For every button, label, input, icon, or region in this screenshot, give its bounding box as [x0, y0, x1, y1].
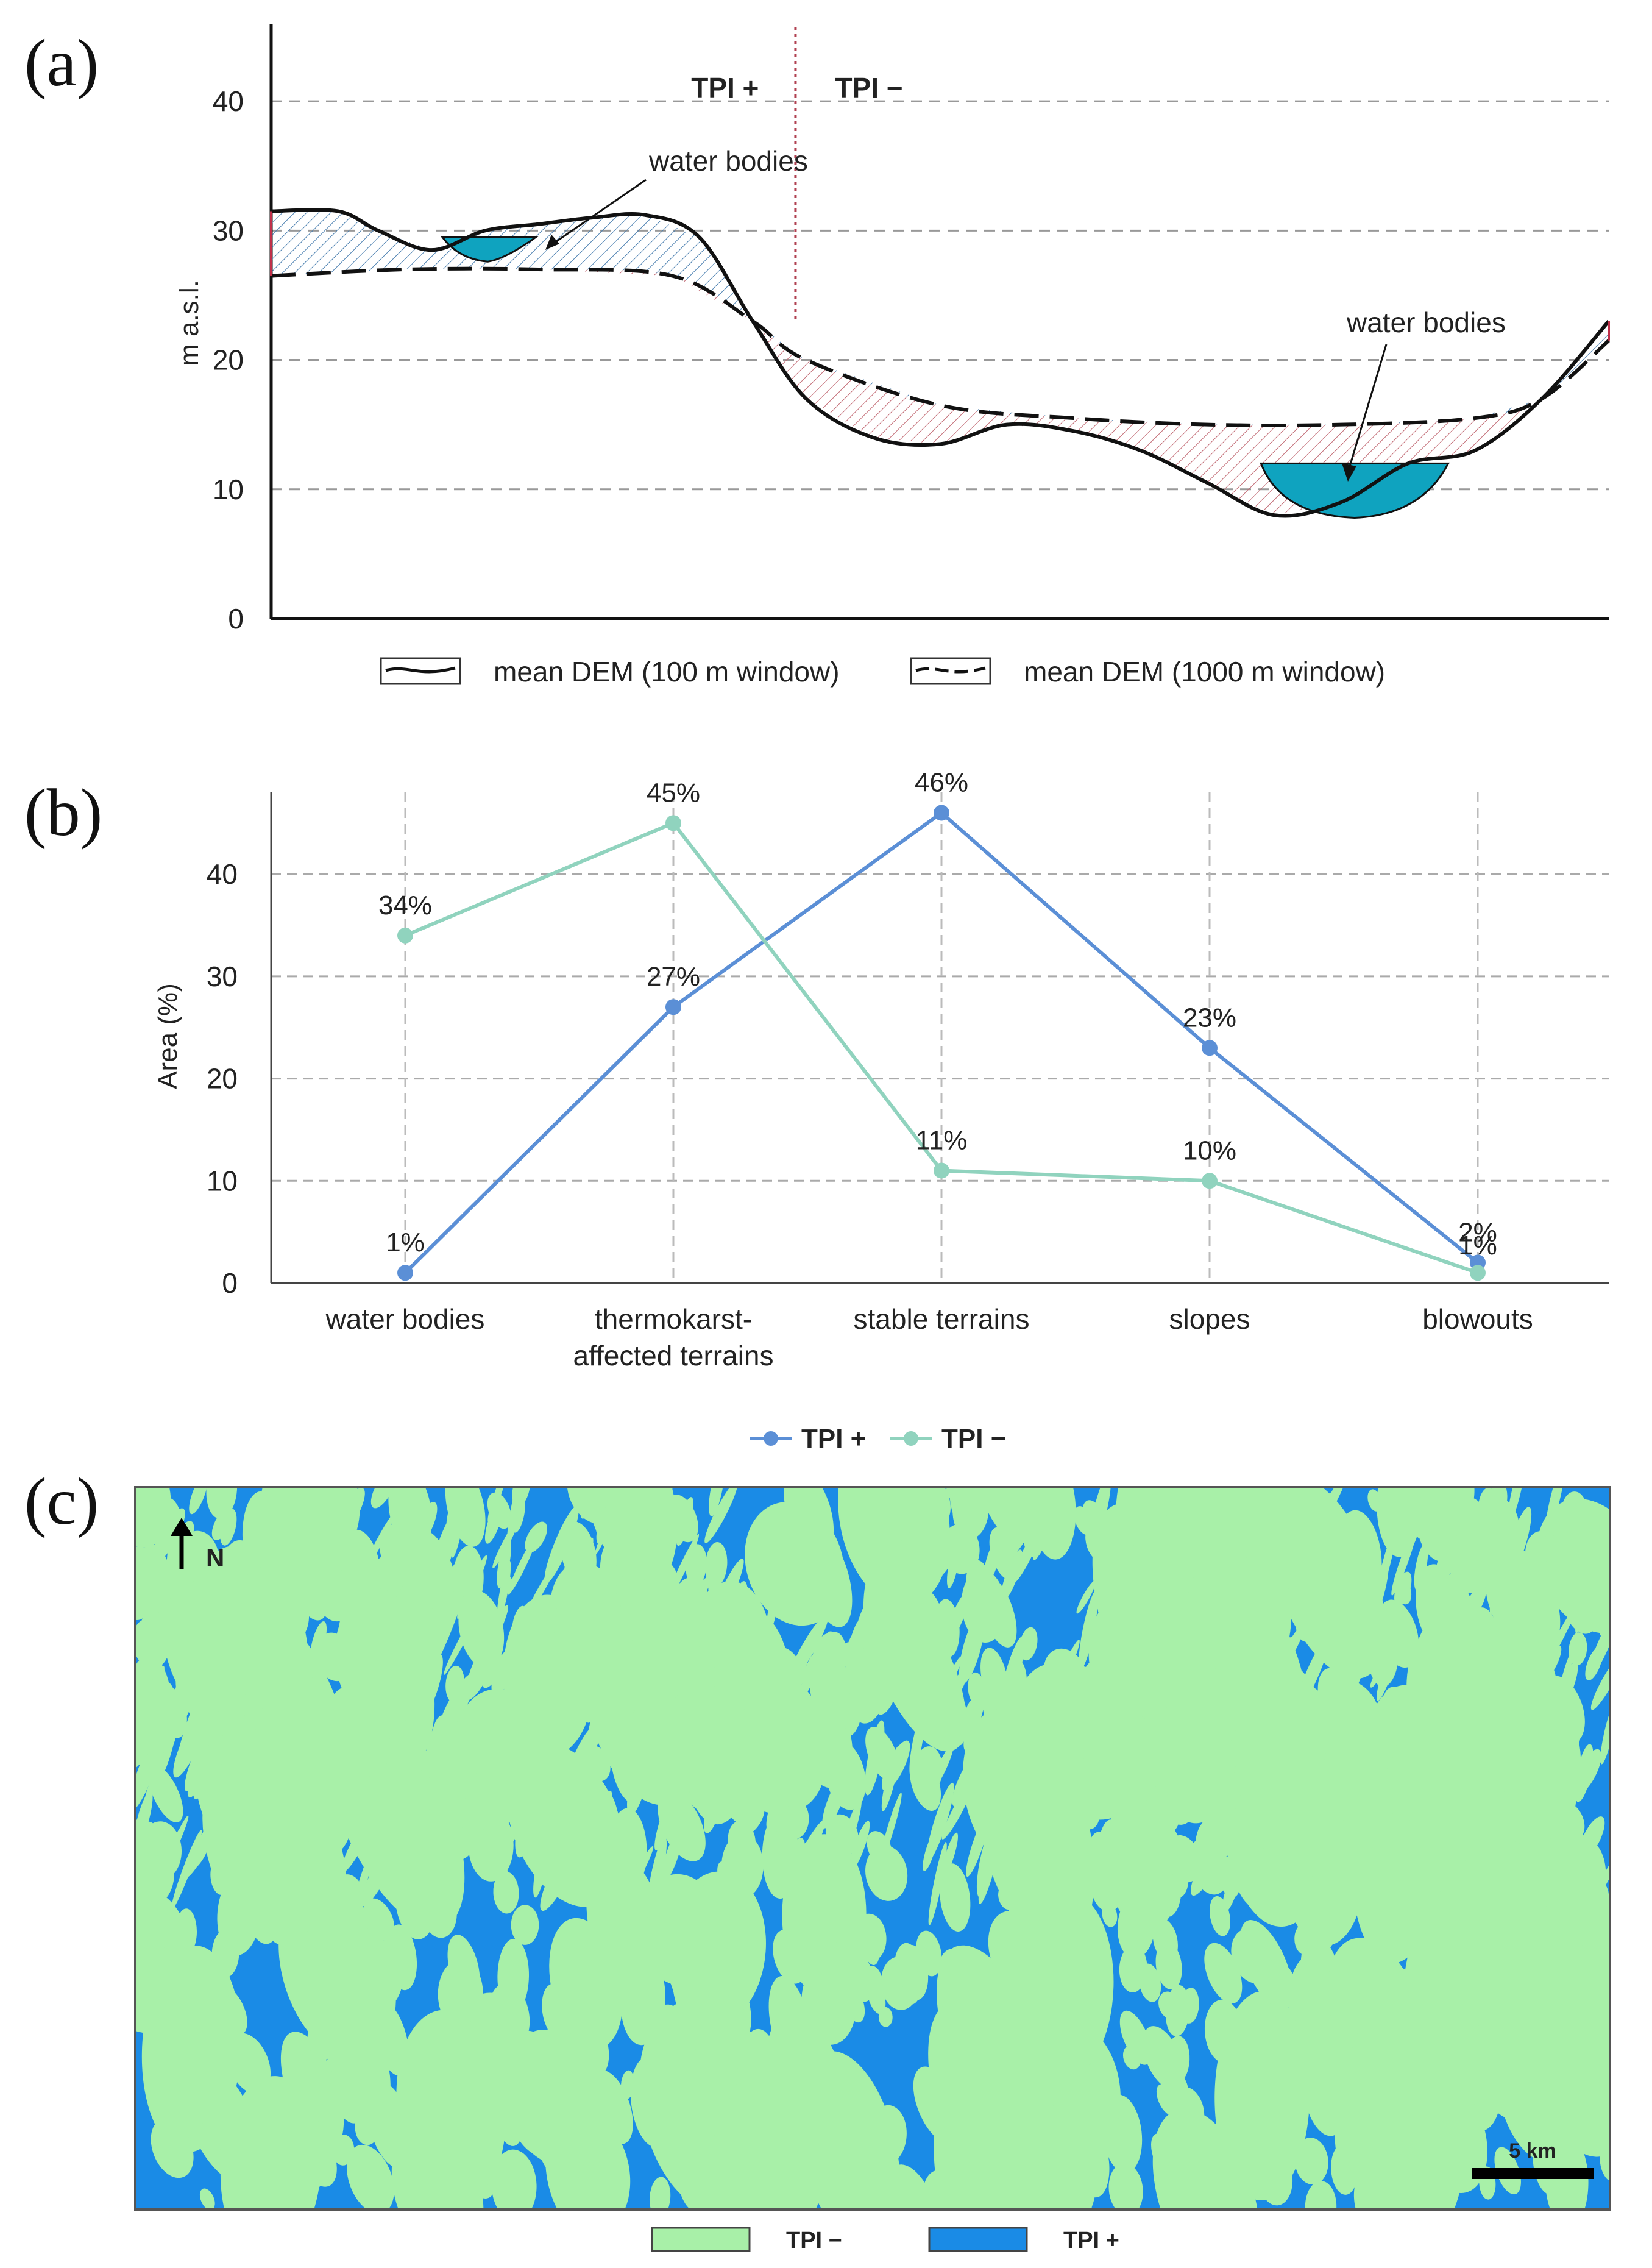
arrowhead-right — [1342, 463, 1356, 482]
y-tick-label: 40 — [213, 85, 244, 117]
legend-label-tpi-plus: TPI + — [801, 1424, 866, 1454]
arrowhead-left — [545, 235, 559, 250]
data-label: 23% — [1183, 1003, 1236, 1033]
tpi-minus-region-label: TPI − — [835, 72, 902, 104]
tpi-minus-streaks — [135, 1487, 1610, 1925]
x-category-label: water bodies — [325, 1303, 485, 1335]
legend-swatch-1000m — [910, 657, 991, 685]
data-point — [1470, 1265, 1486, 1281]
y-axis-title: m a.s.l. — [174, 280, 204, 366]
y-tick-label: 10 — [213, 474, 244, 505]
y-tick-label: 20 — [213, 344, 244, 376]
elevation-profile-chart: 0 10 20 30 40 m a.s.l. TPI + TPI − water bodies w… — [174, 24, 1611, 688]
panel-label-c: (c) — [24, 1464, 99, 1538]
y-tick-label: 40 — [207, 858, 238, 890]
x-category-label: slopes — [1169, 1303, 1250, 1335]
data-label: 34% — [378, 890, 432, 920]
x-category-label: stable terrains — [854, 1303, 1030, 1335]
legend-label-tpi-minus: TPI − — [941, 1424, 1006, 1454]
data-label: 10% — [1183, 1136, 1236, 1165]
area-line-chart: 0 10 20 30 40 Area (%) water bodies thermokarst… — [153, 768, 1609, 1454]
y-tick-label: 0 — [222, 1267, 238, 1299]
data-point — [397, 927, 413, 944]
data-label: 11% — [916, 1126, 968, 1156]
water-body-left — [441, 236, 539, 263]
data-point — [934, 1162, 949, 1179]
panel-label-b: (b) — [24, 775, 103, 850]
data-label: 2% — [1458, 1217, 1497, 1247]
tpi-plus-region-label: TPI + — [691, 72, 759, 104]
x-category-label: affected terrains — [573, 1340, 773, 1371]
north-label: N — [206, 1543, 224, 1572]
tpi-minus-hatch-area — [271, 268, 1609, 516]
y-tick-label: 10 — [207, 1165, 238, 1196]
annotation-water-bodies-right: water bodies — [1346, 307, 1506, 338]
data-point — [934, 805, 949, 821]
x-category-label: blowouts — [1422, 1303, 1533, 1335]
data-label: 1% — [386, 1228, 425, 1257]
data-point — [665, 815, 681, 831]
data-label: 45% — [647, 778, 700, 808]
annotation-arrow-right — [1349, 344, 1388, 467]
y-axis-title: Area (%) — [153, 983, 183, 1089]
legend-label-1000m: mean DEM (1000 m window) — [1024, 656, 1385, 688]
y-tick-label: 0 — [228, 603, 244, 635]
data-label: 46% — [915, 768, 968, 798]
data-point — [1202, 1040, 1218, 1056]
scale-label: 5 km — [1509, 2139, 1556, 2163]
y-tick-label: 20 — [207, 1063, 238, 1095]
annotation-water-bodies-left: water bodies — [648, 145, 808, 177]
panel-label-a: (a) — [24, 26, 99, 100]
annotation-arrow-left — [548, 179, 647, 248]
legend-swatch-tpi-plus — [928, 2227, 1028, 2252]
data-label: 27% — [647, 962, 700, 992]
data-label: 1% — [1458, 1231, 1497, 1260]
legend-label-100m: mean DEM (100 m window) — [494, 656, 840, 688]
y-tick-label: 30 — [213, 215, 244, 246]
dem-100m-line — [271, 208, 1611, 518]
data-point — [665, 999, 681, 1015]
map-frame — [134, 1486, 1611, 2211]
scale-bar — [1472, 2168, 1594, 2179]
legend-marker-tpi-minus — [904, 1431, 918, 1446]
legend-swatch-100m — [380, 657, 461, 685]
north-arrow-icon — [171, 1518, 193, 1536]
data-point — [1202, 1173, 1218, 1189]
water-body-right — [1260, 462, 1450, 519]
y-tick-label: 30 — [207, 961, 238, 992]
legend-label-tpi-plus: TPI + — [1063, 2228, 1119, 2253]
map-area — [135, 1487, 1610, 2209]
legend-label-tpi-minus: TPI − — [786, 2228, 842, 2253]
data-point — [397, 1265, 413, 1281]
dem-1000m-line — [271, 266, 1610, 427]
legend-marker-tpi-plus — [764, 1431, 778, 1446]
legend-swatch-tpi-minus — [651, 2227, 751, 2252]
x-category-label: thermokarst- — [595, 1303, 752, 1335]
